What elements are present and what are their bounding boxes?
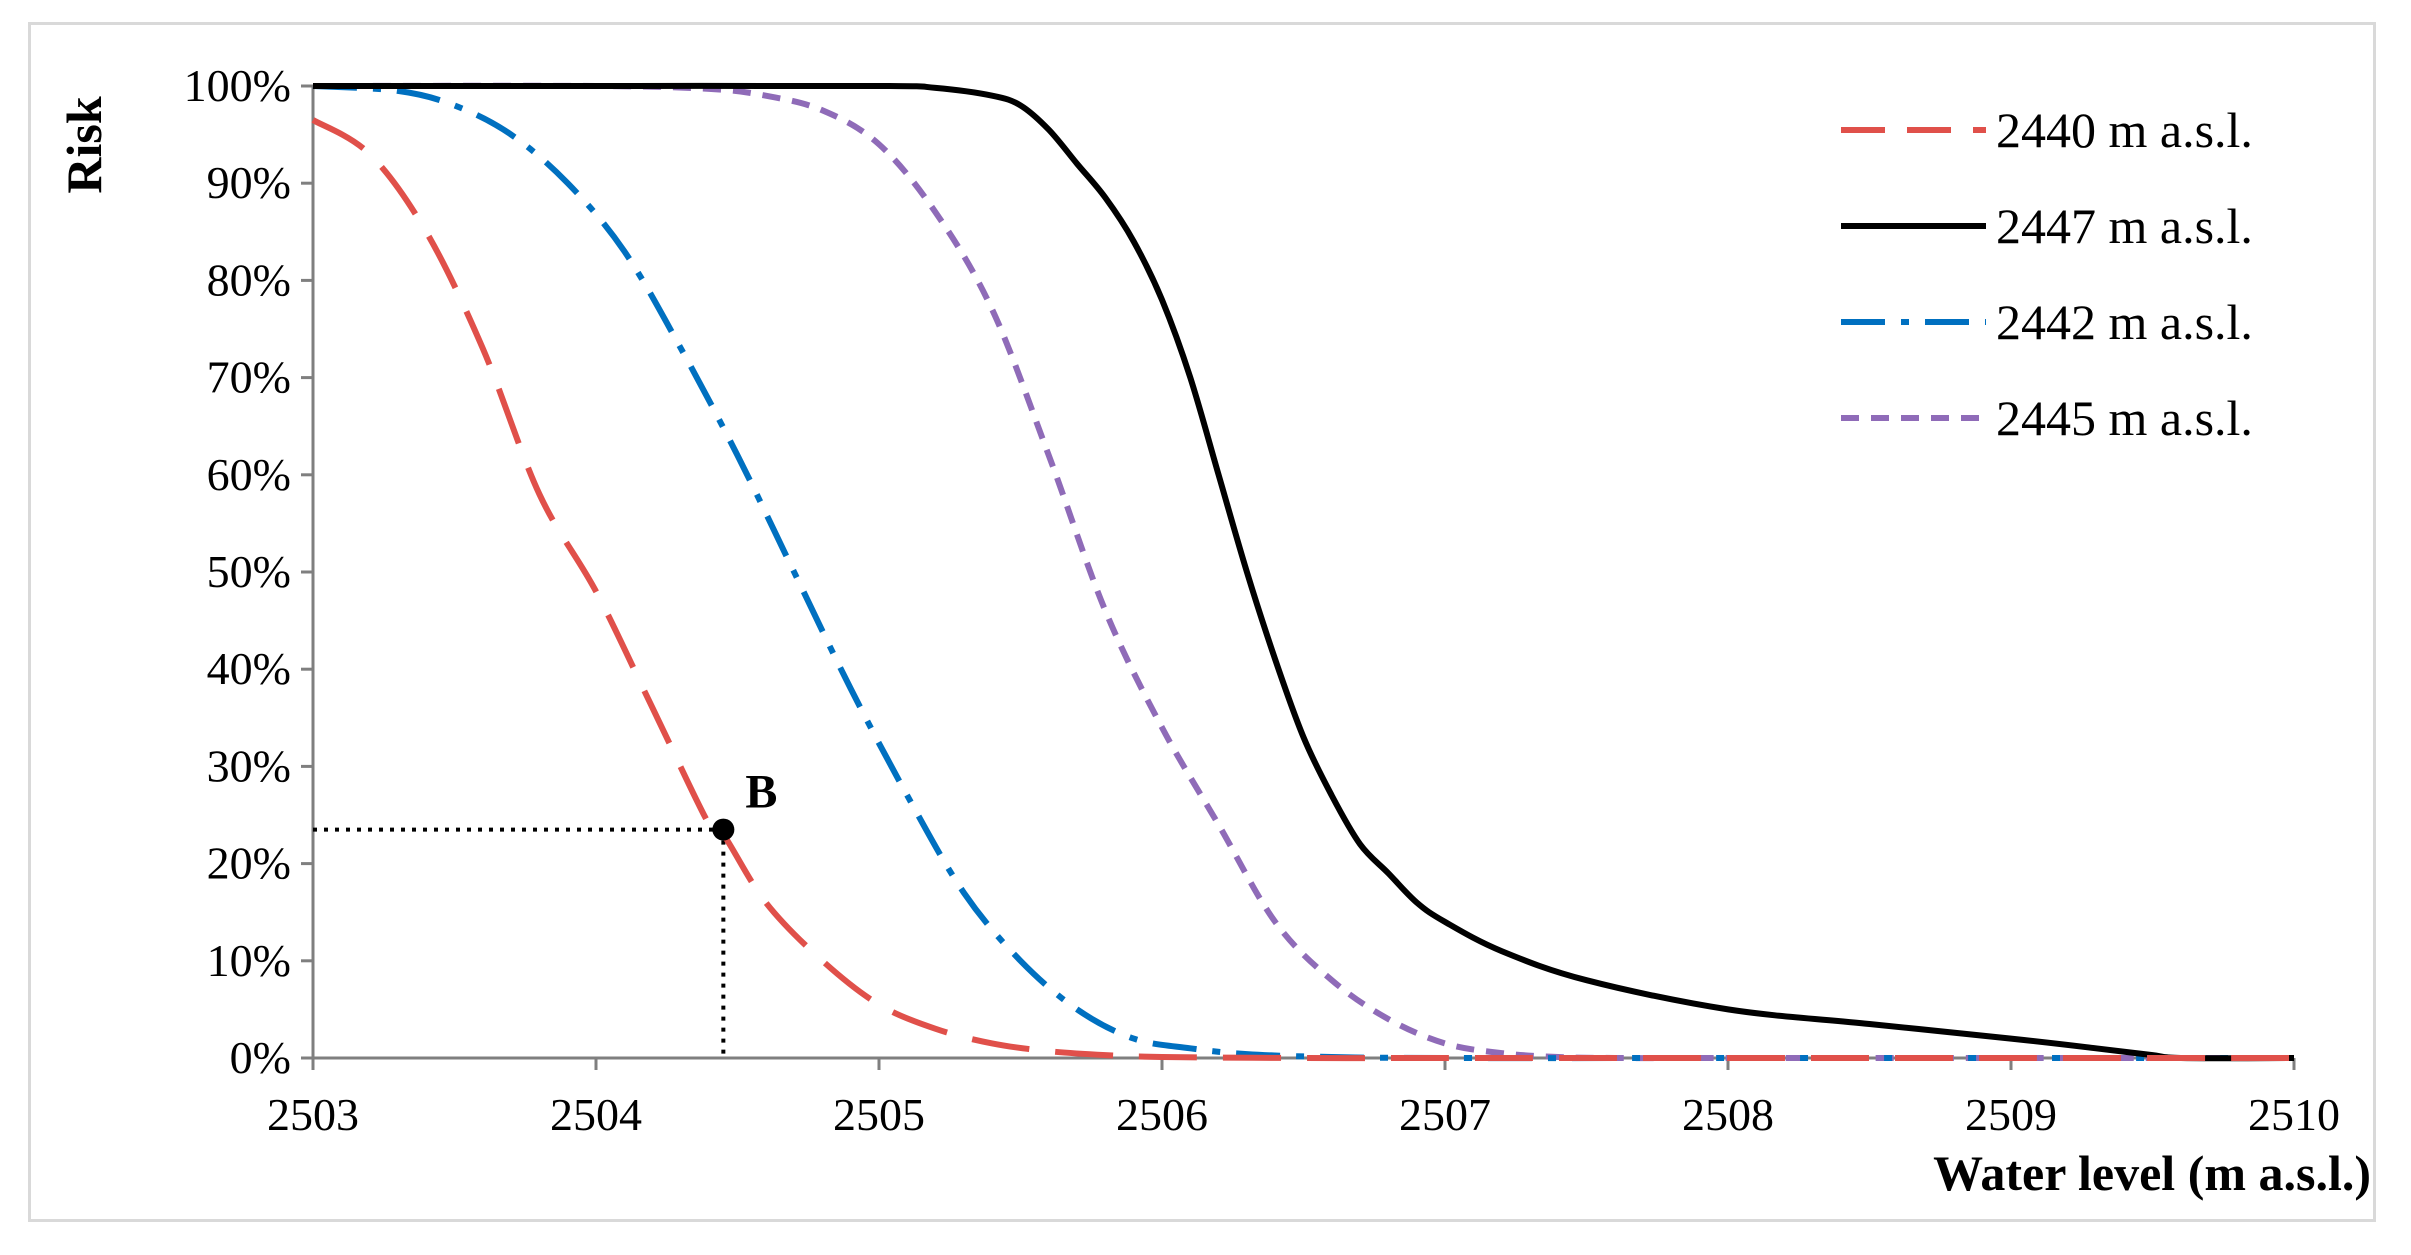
y-tick-label: 100% xyxy=(184,60,291,111)
annotation-label: B xyxy=(745,766,777,819)
x-tick-label: 2510 xyxy=(2248,1089,2340,1140)
x-tick-label: 2503 xyxy=(267,1089,359,1140)
y-tick-label: 30% xyxy=(207,740,291,791)
annotation-guides xyxy=(313,827,726,1058)
y-tick-label: 70% xyxy=(207,352,291,403)
x-axis-title: Water level (m a.s.l.) xyxy=(1933,1145,2371,1201)
y-tick-label: 40% xyxy=(207,643,291,694)
x-tick-label: 2504 xyxy=(550,1089,642,1140)
x-tick-label: 2507 xyxy=(1399,1089,1491,1140)
y-tick-label: 60% xyxy=(207,449,291,500)
legend: 2440 m a.s.l. 2447 m a.s.l. 2442 m a.s.l. 2… xyxy=(1841,102,2253,446)
y-tick-label: 90% xyxy=(207,157,291,208)
tick-labels: 0% 10% 20% 30% 40% 50% 60% 70% 80% 90% 100% 2503 250… xyxy=(184,60,2340,1140)
chart-frame: 0% 10% 20% 30% 40% 50% 60% 70% 80% 90% 100% 2503 250… xyxy=(28,22,2376,1222)
y-tick-label: 50% xyxy=(207,546,291,597)
y-tick-label: 10% xyxy=(207,935,291,986)
x-tick-label: 2509 xyxy=(1965,1089,2057,1140)
annotation-point xyxy=(712,818,735,841)
series-line-0 xyxy=(311,117,2294,1062)
x-tick-label: 2508 xyxy=(1682,1089,1774,1140)
legend-label-3: 2445 m a.s.l. xyxy=(1996,390,2253,446)
y-tick-label: 0% xyxy=(230,1032,291,1083)
y-axis-title: Risk xyxy=(56,96,112,193)
legend-label-2: 2442 m a.s.l. xyxy=(1996,294,2253,350)
risk-chart: 0% 10% 20% 30% 40% 50% 60% 70% 80% 90% 100% 2503 250… xyxy=(56,60,2371,1201)
legend-label-0: 2440 m a.s.l. xyxy=(1996,102,2253,158)
series-lines xyxy=(311,82,2295,1062)
x-tick-label: 2506 xyxy=(1116,1089,1208,1140)
legend-label-1: 2447 m a.s.l. xyxy=(1996,198,2253,254)
series-line-1 xyxy=(313,82,2295,1062)
annotations: B xyxy=(712,766,777,841)
x-tick-label: 2505 xyxy=(833,1089,925,1140)
y-tick-label: 20% xyxy=(207,838,291,889)
y-tick-label: 80% xyxy=(207,254,291,305)
